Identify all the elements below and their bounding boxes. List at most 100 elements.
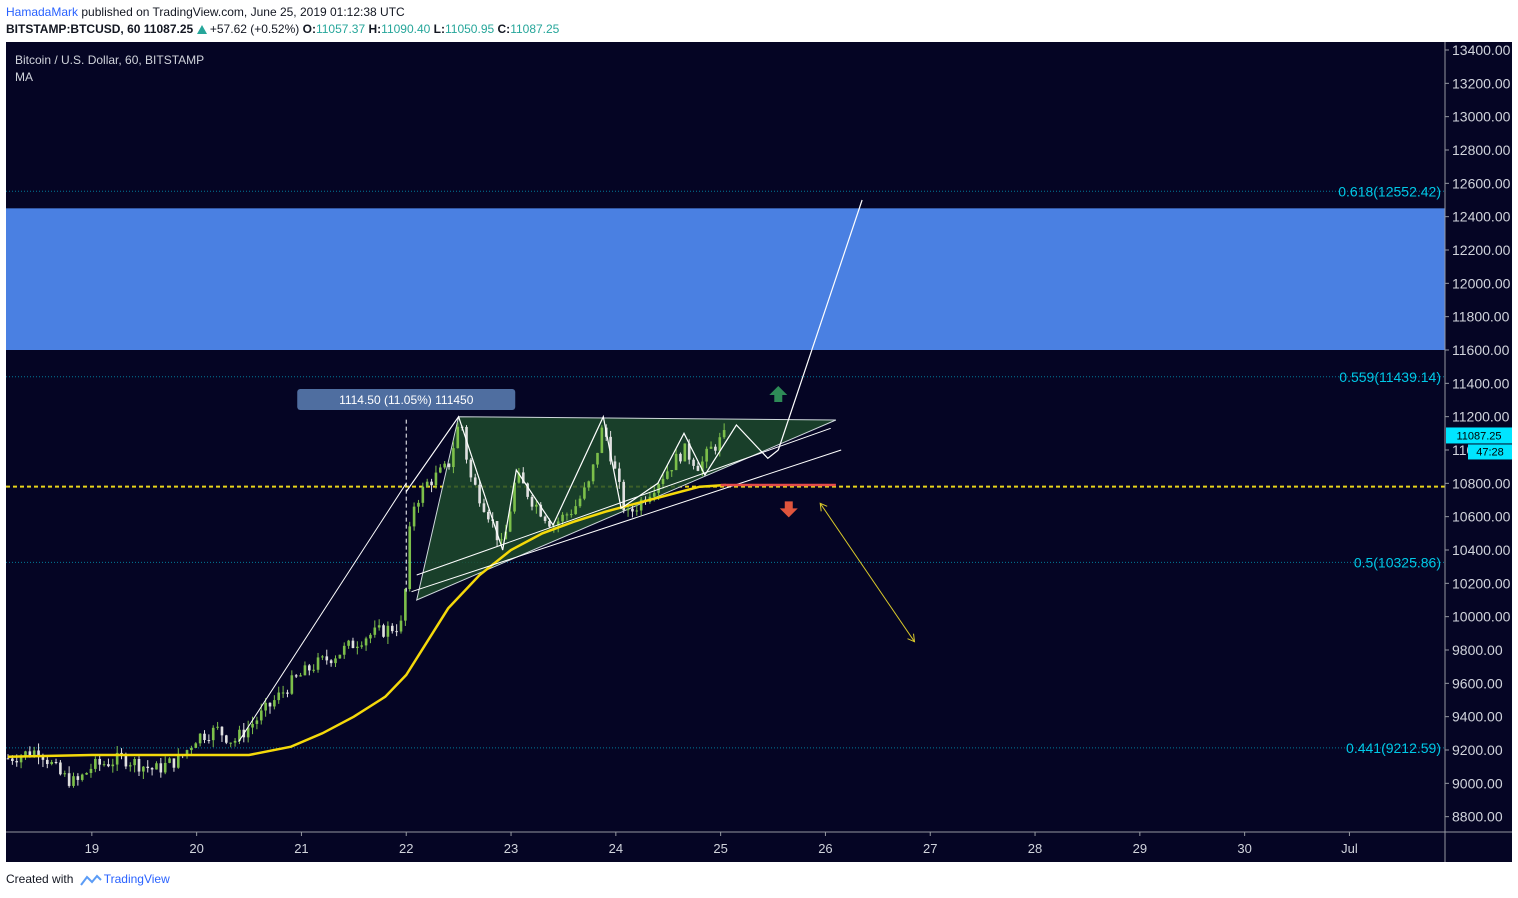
candle-down xyxy=(631,508,634,512)
author-link[interactable]: HamadaMark xyxy=(6,5,79,19)
candle-up xyxy=(652,492,656,497)
candle-up xyxy=(417,502,420,507)
y-tick-label: 13200.00 xyxy=(1452,75,1511,91)
candle-up xyxy=(722,430,726,438)
candle-up xyxy=(128,765,132,767)
y-tick-label: 12800.00 xyxy=(1452,142,1511,158)
candle-down xyxy=(526,483,529,497)
symbol-info: BITSTAMP:BTCUSD, 60 11087.25 +57.62 (+0.… xyxy=(6,22,559,36)
candle-down xyxy=(487,511,490,520)
candle-down xyxy=(225,735,228,743)
high-label: H: xyxy=(368,22,382,36)
price-chart[interactable]: 0.618(12552.42) 0.559(11439.14) 0.5(10325.… xyxy=(6,42,1512,862)
candle-down xyxy=(390,625,394,632)
measure-label-box xyxy=(297,389,516,410)
bearish-projection-line xyxy=(819,503,915,642)
candle-down xyxy=(41,756,45,760)
y-tick-label: 9800.00 xyxy=(1452,642,1503,658)
bullish-arrow-icon xyxy=(769,386,788,402)
candle-up xyxy=(421,486,425,503)
candle-up xyxy=(412,506,416,527)
x-tick-label: 22 xyxy=(399,841,413,856)
y-tick-label: 12200.00 xyxy=(1452,242,1511,258)
candle-up xyxy=(583,487,586,499)
triangle-pattern xyxy=(415,416,837,601)
candle-up xyxy=(72,776,75,786)
candle-up xyxy=(273,700,276,707)
candle-down xyxy=(54,762,58,764)
candle-up xyxy=(50,762,53,765)
candle-up xyxy=(569,514,573,516)
y-tick-label: 11600.00 xyxy=(1452,342,1510,358)
candle-up xyxy=(229,742,233,744)
candle-up xyxy=(626,508,630,511)
candle-down xyxy=(679,453,682,462)
candle-down xyxy=(294,675,298,677)
tradingview-brand-link[interactable]: TradingView xyxy=(103,872,170,886)
close-value: 11087.25 xyxy=(510,22,560,36)
candle-up xyxy=(386,625,390,637)
candle-up xyxy=(32,750,36,757)
chart-title: Bitcoin / U.S. Dollar, 60, BITSTAMP xyxy=(15,53,204,67)
candle-down xyxy=(548,520,551,527)
bearish-arrow-icon xyxy=(779,501,798,518)
candle-down xyxy=(609,436,612,462)
candle-down xyxy=(465,426,468,460)
tradingview-logo-icon xyxy=(79,874,102,886)
candle-up xyxy=(456,426,460,449)
candle-up xyxy=(556,521,560,526)
candle-up xyxy=(425,481,429,487)
candle-up xyxy=(312,669,315,671)
x-tick-label: 29 xyxy=(1133,841,1147,856)
candle-up xyxy=(115,752,119,765)
candle-up xyxy=(452,448,455,468)
x-tick-label: 19 xyxy=(85,841,99,856)
candle-down xyxy=(622,481,626,511)
candle-up xyxy=(369,634,372,639)
candle-down xyxy=(530,496,534,507)
fib-level-label: 0.5(10325.86) xyxy=(1354,554,1441,570)
x-tick-label: 27 xyxy=(923,841,937,856)
candle-up xyxy=(674,453,678,471)
candle-up xyxy=(255,720,259,724)
candle-up xyxy=(578,498,582,507)
candle-down xyxy=(137,758,141,772)
candle-up xyxy=(94,758,97,769)
candle-down xyxy=(286,692,289,694)
candle-up xyxy=(299,675,302,677)
support-trendline xyxy=(416,427,831,576)
candle-down xyxy=(98,758,102,765)
fib-level-label: 0.441(9212.59) xyxy=(1346,740,1441,756)
candle-up xyxy=(259,710,263,721)
candle-up xyxy=(342,645,346,655)
candle-up xyxy=(661,478,665,484)
candle-up xyxy=(24,751,27,757)
candle-up xyxy=(19,756,23,763)
candle-up xyxy=(111,764,115,767)
y-tick-label: 12000.00 xyxy=(1452,275,1511,291)
candle-up xyxy=(190,747,193,751)
candle-down xyxy=(307,665,311,671)
change-value: +57.62 (+0.52%) xyxy=(209,22,300,36)
price-up-icon xyxy=(196,25,207,34)
low-label: L: xyxy=(433,22,445,36)
candle-down xyxy=(539,504,543,517)
measure-label: 1114.50 (11.05%) 111450 xyxy=(339,393,474,407)
candle-up xyxy=(360,645,364,647)
candle-up xyxy=(500,539,503,541)
support-trendline xyxy=(411,449,842,593)
candle-down xyxy=(382,625,385,637)
candle-down xyxy=(469,459,473,478)
candle-down xyxy=(447,463,451,468)
candle-down xyxy=(220,726,224,736)
y-tick-label: 13000.00 xyxy=(1452,109,1511,125)
candle-down xyxy=(692,459,695,466)
candle-up xyxy=(565,514,569,516)
candle-down xyxy=(172,758,176,768)
x-tick-label: 26 xyxy=(818,841,832,856)
candle-up xyxy=(142,766,145,772)
candle-up xyxy=(561,514,564,522)
x-tick-label: Jul xyxy=(1341,841,1358,856)
candle-up xyxy=(670,470,674,472)
y-tick-label: 11200.00 xyxy=(1452,409,1510,425)
